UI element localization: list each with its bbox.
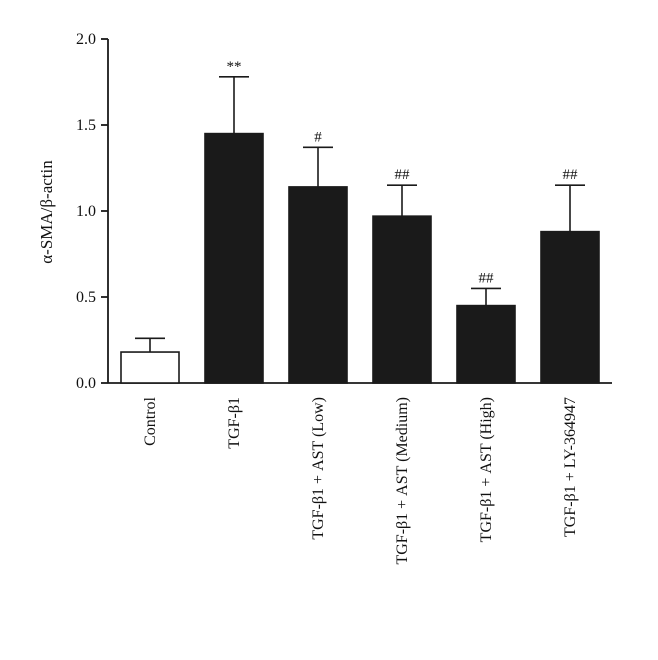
y-axis-title: α-SMA/β-actin [37, 160, 56, 264]
y-tick-label: 1.5 [76, 117, 96, 134]
y-tick-label: 2.0 [76, 31, 96, 48]
x-category-label: TGF-β1 + AST (Medium) [394, 397, 411, 565]
x-category-label: Control [142, 396, 159, 445]
x-category-label: TGF-β1 + LY-364947 [562, 397, 579, 537]
y-ticks-group: 0.0 0.5 1.0 1.5 2.0 [76, 31, 108, 392]
y-tick-label: 0.0 [76, 375, 96, 392]
bar [540, 230, 600, 384]
x-category-label: TGF-β1 + AST (High) [478, 397, 495, 542]
bar [120, 351, 180, 384]
y-tick-label: 0.5 [76, 289, 96, 306]
significance-label: ** [227, 59, 242, 75]
x-category-label: TGF-β1 [226, 397, 243, 449]
bar [204, 132, 264, 384]
significance-label: ## [479, 270, 495, 286]
bars-group [120, 132, 600, 384]
bar [372, 215, 432, 384]
bar [456, 304, 516, 384]
significance-label: ## [563, 167, 579, 183]
error-bars-group [135, 76, 585, 353]
annotations-group: **####### [227, 59, 579, 287]
x-category-label: TGF-β1 + AST (Low) [310, 397, 327, 540]
x-labels-group: Control TGF-β1 TGF-β1 + AST (Low) TGF-β1 + … [142, 396, 579, 564]
significance-label: # [314, 129, 322, 145]
significance-label: ## [395, 167, 411, 183]
axes-group [107, 39, 612, 384]
y-tick-label: 1.0 [76, 203, 96, 220]
bar [288, 186, 348, 384]
